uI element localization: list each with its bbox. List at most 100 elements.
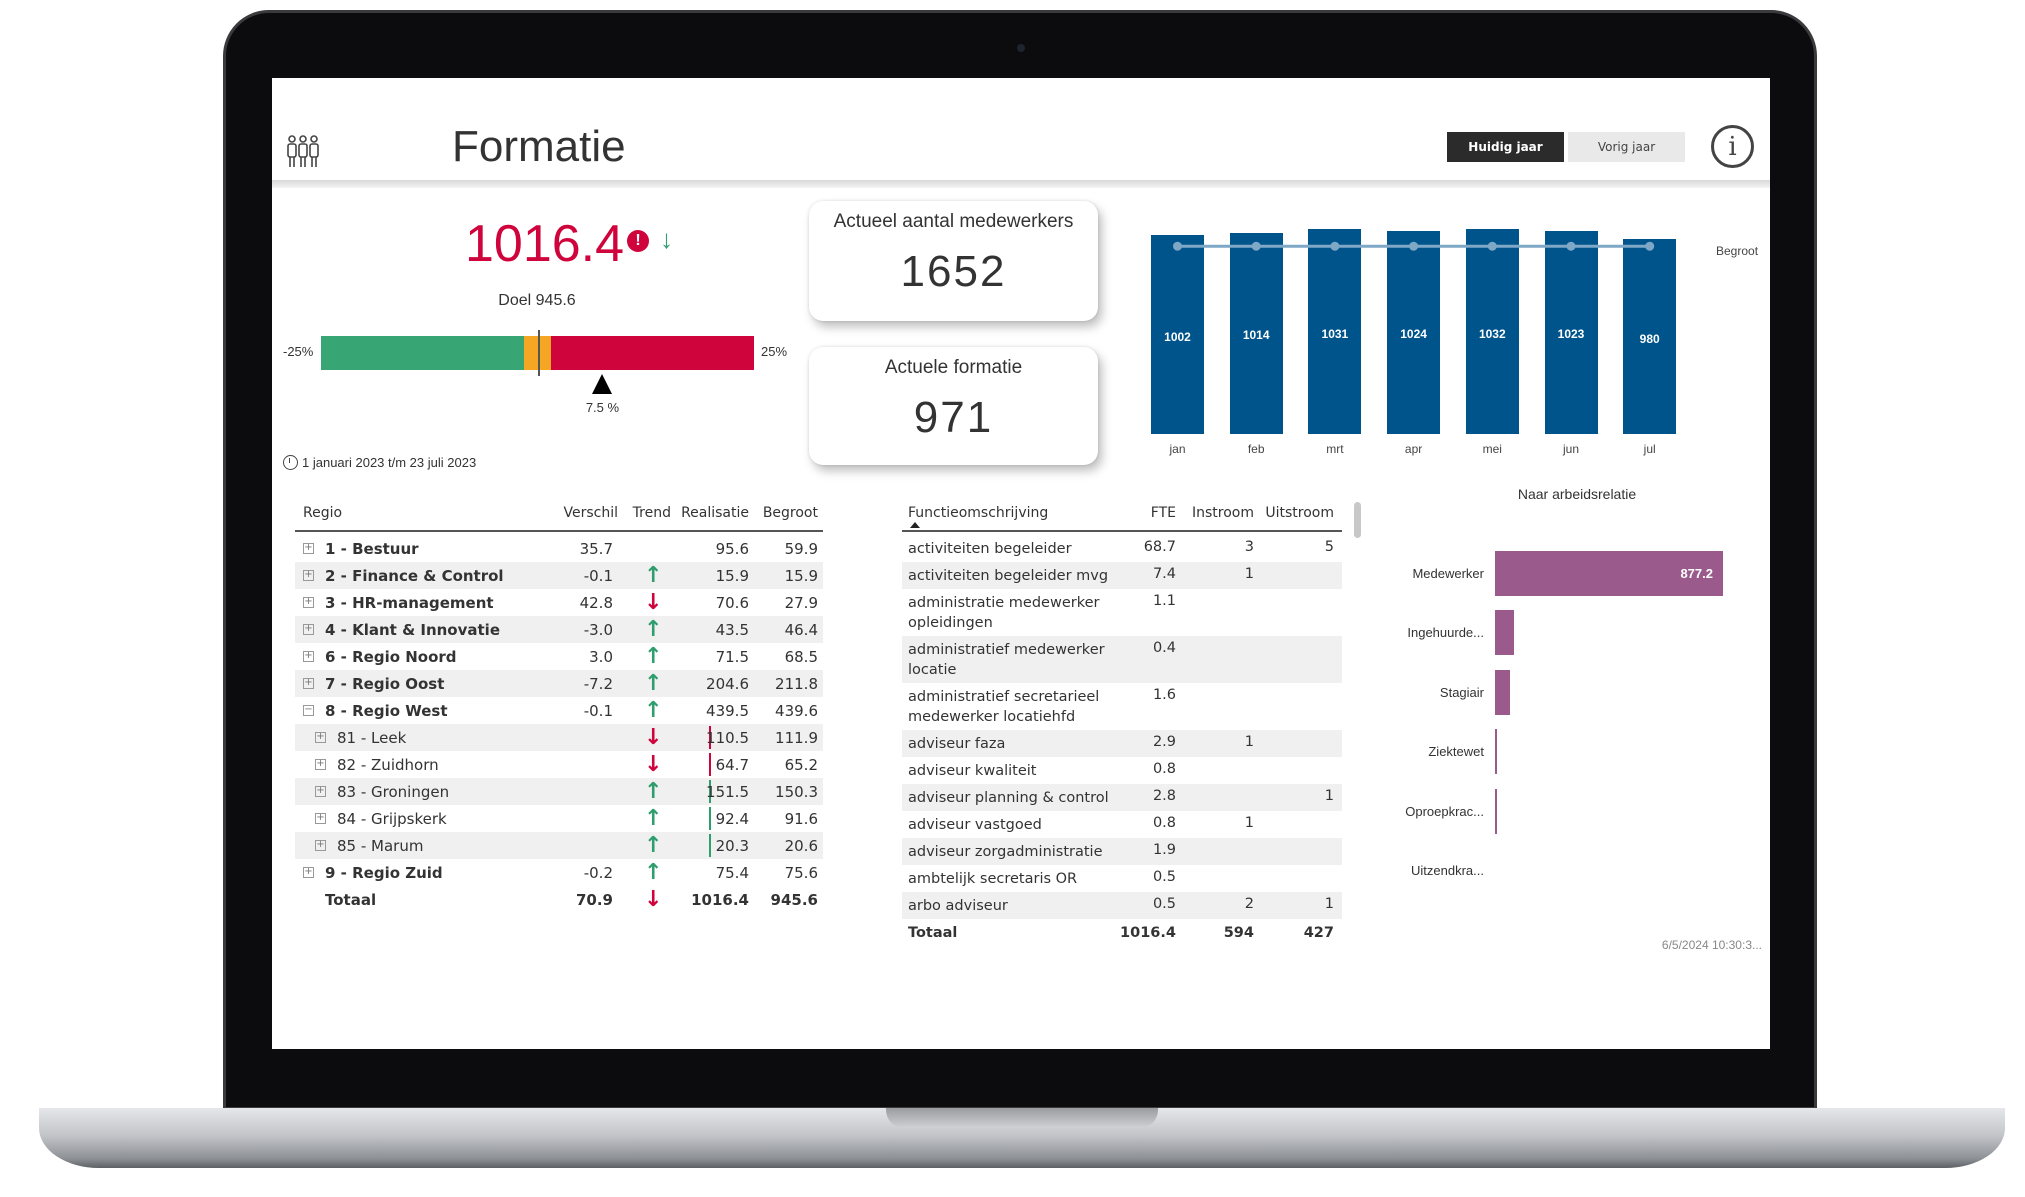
expand-toggle-icon[interactable]: +	[315, 785, 326, 797]
fte-value: 0.4	[1152, 640, 1176, 656]
begroot-value: 27.9	[784, 593, 818, 612]
table-scrollbar[interactable]	[1354, 502, 1361, 538]
toggle-vorig-jaar-button[interactable]: Vorig jaar	[1568, 132, 1685, 162]
row-label: 6 - Regio Noord	[325, 647, 457, 666]
arrow-down-icon: ↓	[660, 224, 673, 254]
row-label: 2 - Finance & Control	[325, 566, 504, 585]
bar-value-label: 1032	[1478, 326, 1506, 341]
table-row: activiteiten begeleider mvg 7.4 1	[902, 562, 1342, 589]
begroot-value: 75.6	[784, 863, 818, 882]
expand-toggle-icon[interactable]: +	[315, 812, 326, 824]
begroot-value: 59.9	[784, 539, 818, 558]
row-label-line: adviseur vastgoed	[908, 817, 1042, 833]
uitstroom-value: 5	[1324, 539, 1334, 555]
month-label: mrt	[1326, 442, 1344, 456]
begroot-line-layer	[1173, 241, 1655, 251]
expand-toggle-icon[interactable]: +	[315, 839, 326, 851]
category-label: Medewerker	[1412, 566, 1484, 581]
column-header[interactable]: FTE	[1150, 505, 1176, 521]
card-label: Actuele formatie	[884, 357, 1023, 378]
table-row: activiteiten begeleider 68.7 3 5	[902, 535, 1342, 562]
column-header[interactable]: Uitstroom	[1265, 505, 1334, 521]
row-label: 8 - Regio West	[325, 701, 448, 720]
row-label-line: adviseur kwaliteit	[908, 763, 1037, 779]
realisatie-value: 71.5	[715, 647, 749, 666]
card-medewerkers: Actueel aantal medewerkers 1652	[809, 201, 1098, 321]
table-row: +1 - Bestuur 35.7 95.6 59.9	[295, 535, 823, 562]
fte-value: 0.5	[1152, 869, 1176, 885]
total-instroom: 594	[1223, 924, 1254, 941]
expand-toggle-icon[interactable]: −	[303, 704, 314, 716]
begroot-value: 46.4	[784, 620, 818, 639]
people-group-icon	[287, 135, 319, 167]
row-label-line: locatie	[908, 662, 957, 678]
sort-ascending-icon	[910, 522, 920, 528]
expand-toggle-icon[interactable]: +	[303, 596, 314, 608]
verschil-databar	[709, 726, 711, 749]
realisatie-value: 439.5	[706, 701, 749, 720]
info-icon[interactable]: i	[1711, 125, 1754, 168]
column-header[interactable]: Functieomschrijving	[908, 505, 1049, 521]
gauge-orange-band	[523, 336, 552, 370]
period-text: 1 januari 2023 t/m 23 juli 2023	[302, 455, 477, 470]
expand-toggle-icon[interactable]: +	[315, 758, 326, 770]
trend-up-icon: ↑	[644, 806, 663, 831]
toggle-huidig-jaar-button[interactable]: Huidig jaar	[1447, 132, 1564, 162]
trend-up-icon: ↑	[644, 779, 663, 804]
begroot-point	[1330, 241, 1340, 251]
gauge-red-band	[551, 336, 754, 370]
legend-begroot: Begroot	[1716, 244, 1759, 258]
table-row: +82 - Zuidhorn ↓ 64.7 65.2	[295, 751, 823, 778]
column-header: Regio	[303, 505, 343, 521]
table-row: administratief medewerker locatie 0.4	[902, 636, 1342, 683]
trend-up-icon: ↑	[644, 563, 663, 588]
expand-toggle-icon[interactable]: +	[315, 731, 326, 743]
gauge-target-line	[537, 330, 540, 376]
table-row: adviseur vastgoed 0.8 1	[902, 811, 1342, 838]
verschil-value: 42.8	[579, 593, 613, 612]
row-label-line: medewerker locatiehfd	[908, 709, 1076, 725]
target-label: Doel 945.6	[498, 292, 576, 309]
trend-up-icon: ↑	[644, 617, 663, 642]
column-header[interactable]: Instroom	[1191, 505, 1254, 521]
bar-mrt	[1308, 229, 1362, 434]
row-label: 83 - Groningen	[337, 782, 450, 801]
fte-value: 2.9	[1152, 734, 1176, 750]
card-formatie: Actuele formatie 971	[809, 347, 1098, 465]
verschil-databar	[709, 753, 711, 776]
table-row: arbo adviseur 0.5 2 1	[902, 892, 1342, 919]
bar-mei	[1465, 229, 1519, 434]
table-row: administratie medewerker opleidingen 1.1	[902, 589, 1342, 636]
table-header: Regio Verschil Trend Realisatie Begroot	[295, 496, 823, 532]
bar-0	[1495, 551, 1723, 596]
table-row: +3 - HR-management 42.8 ↓ 70.6 27.9	[295, 589, 823, 616]
table-row: −8 - Regio West -0.1 ↑ 439.5 439.6	[295, 697, 823, 724]
laptop-notch	[886, 1108, 1158, 1128]
expand-toggle-icon[interactable]: +	[303, 542, 314, 554]
row-label: 1 - Bestuur	[325, 539, 419, 558]
trend-up-icon: ↑	[644, 698, 663, 723]
begroot-point	[1409, 241, 1419, 251]
verschil-databar	[709, 780, 711, 803]
realisatie-value: 204.6	[706, 674, 749, 693]
kpi-value: 1016.4	[465, 215, 625, 273]
header-divider	[272, 180, 1770, 188]
expand-toggle-icon[interactable]: +	[303, 866, 314, 878]
verschil-value: -0.1	[583, 566, 613, 585]
expand-toggle-icon[interactable]: +	[303, 623, 314, 635]
total-fte: 1016.4	[1120, 924, 1176, 941]
expand-toggle-icon[interactable]: +	[303, 650, 314, 662]
month-label: jun	[1562, 442, 1579, 456]
expand-toggle-icon[interactable]: +	[303, 677, 314, 689]
bar-jul	[1623, 239, 1677, 434]
gauge-value-label: 7.5 %	[585, 400, 620, 415]
table-row: +9 - Regio Zuid -0.2 ↑ 75.4 75.6	[295, 859, 823, 886]
bar-value-label: 1031	[1321, 326, 1349, 341]
trend-up-icon: ↑	[644, 833, 663, 858]
expand-toggle-icon[interactable]: +	[303, 569, 314, 581]
card-value: 1652	[900, 247, 1007, 296]
realisatie-value: 92.4	[715, 809, 749, 828]
column-header: Verschil	[563, 505, 618, 521]
verschil-value: -0.2	[583, 863, 613, 882]
fte-value: 1.1	[1152, 593, 1176, 609]
